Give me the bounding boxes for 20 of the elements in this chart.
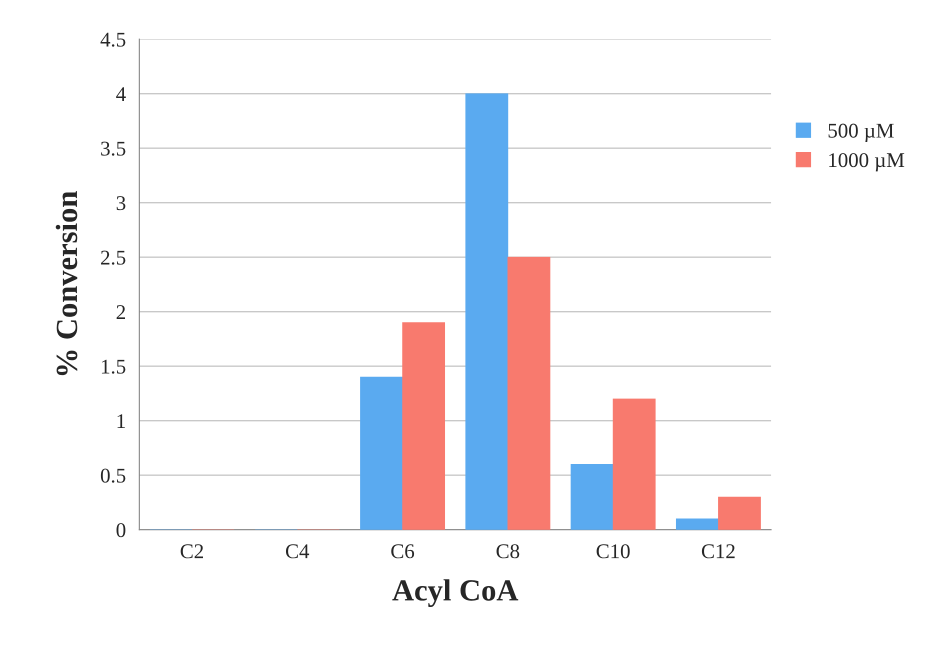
y-tick-label: 1.5 [102, 360, 126, 374]
y-tick-label: 1 [118, 414, 125, 428]
y-tick-label: 4.5 [100, 32, 126, 47]
y-tick-label: 3.5 [101, 142, 126, 156]
x-tick-label: C8 [496, 544, 520, 558]
x-tick-label: C12 [702, 544, 735, 558]
y-tick-label: 3 [116, 196, 126, 210]
x-tick-label: C6 [391, 544, 414, 558]
y-tick-label: 2.5 [101, 250, 126, 265]
x-tick-label: C4 [286, 544, 310, 558]
legend-label: 500 µM [828, 124, 894, 142]
x-axis-title: Acyl CoA [392, 579, 518, 607]
y-tick-label: 0 [116, 523, 126, 538]
y-tick-label: 0.5 [100, 468, 126, 483]
y-tick-label: 2 [116, 305, 126, 319]
x-tick-label: C2 [180, 544, 203, 558]
legend-label: 1000 µM [829, 153, 904, 172]
x-tick-label: C10 [596, 544, 630, 558]
y-tick-label: 4 [116, 87, 126, 101]
y-axis-title: % Conversion [56, 191, 78, 376]
